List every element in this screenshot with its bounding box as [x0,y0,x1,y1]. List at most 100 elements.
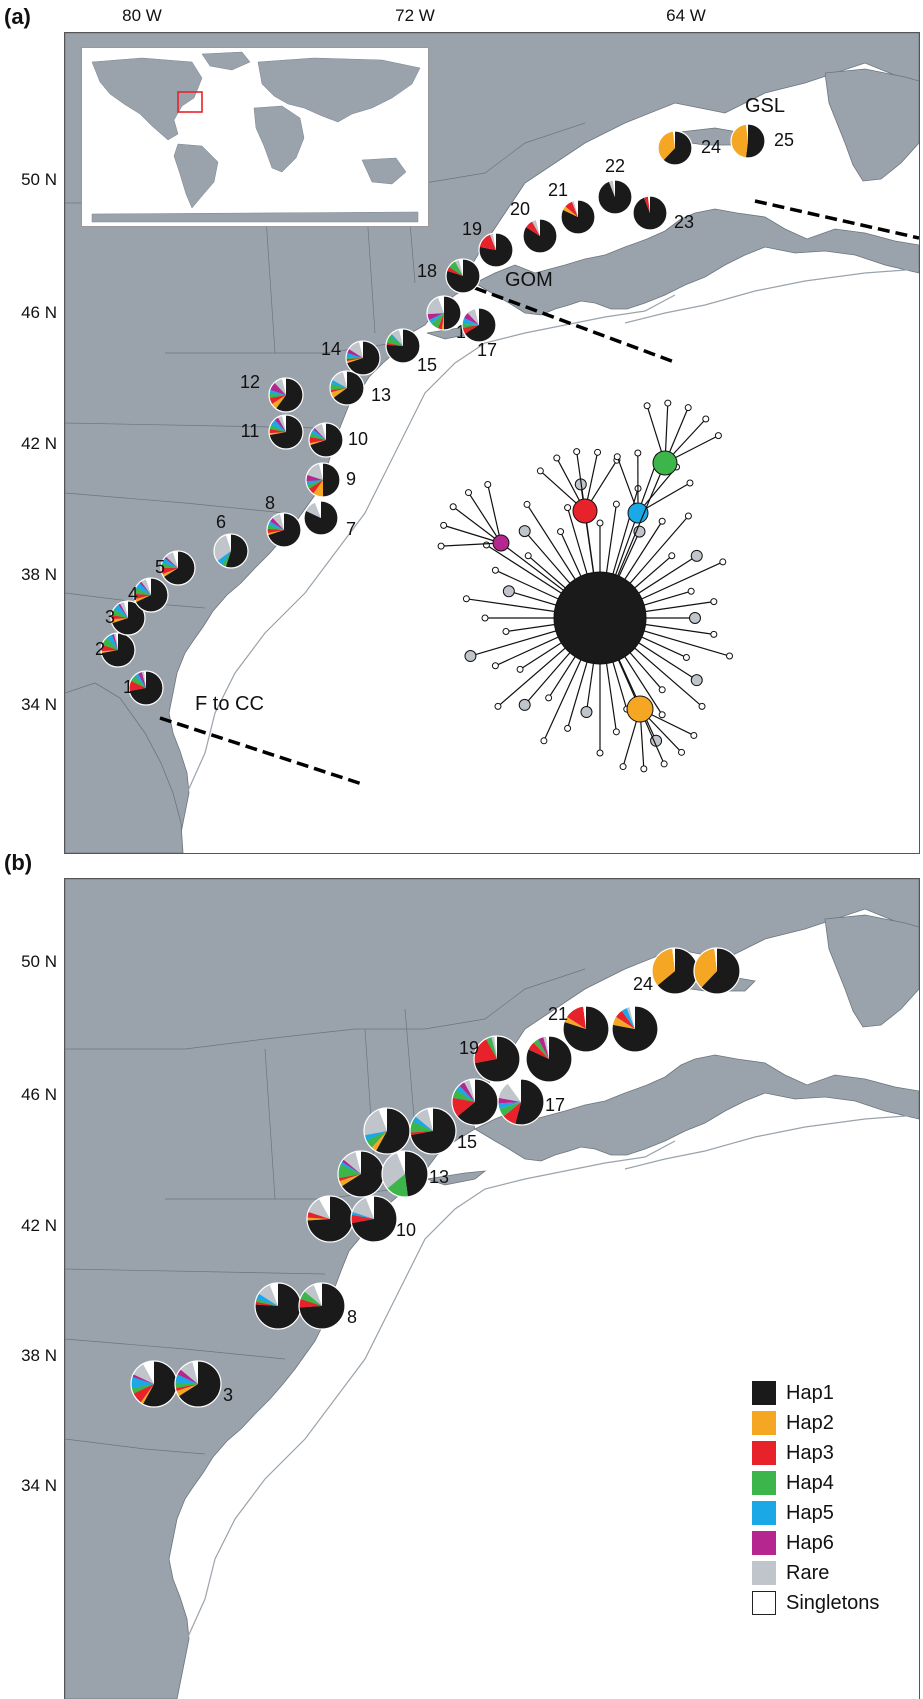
site-label: 9 [346,469,356,489]
network-node [669,553,675,559]
site-label: 5 [155,557,165,577]
network-node [691,732,697,738]
lat-label-a-42n: 42 N [2,434,57,454]
network-node [492,663,498,669]
lat-label-a-38n: 38 N [2,565,57,585]
site-label: 15 [417,355,437,375]
network-node [546,695,552,701]
site-label: 13 [371,385,391,405]
legend-swatch [752,1411,776,1435]
legend-swatch [752,1471,776,1495]
network-node [482,615,488,621]
network-node [679,749,685,755]
network-node [597,520,603,526]
site-label: 13 [429,1167,449,1187]
world-inset [81,47,429,227]
network-node [441,522,447,528]
legend-label: Hap6 [786,1532,834,1555]
legend-label: Hap2 [786,1412,834,1435]
network-node [519,699,530,710]
network-node [653,451,677,475]
site-pie: 15 [386,329,437,375]
site-pie: 22 [598,156,632,214]
site-pie: 21 [548,180,595,234]
network-node [541,738,547,744]
site-label: 18 [417,261,437,281]
network-node [613,729,619,735]
legend-item-hap3: Hap3 [752,1438,879,1468]
network-edge [441,543,501,546]
site-label: 21 [548,1004,568,1024]
site-pie: 10 [309,423,368,457]
legend-swatch [752,1381,776,1405]
network-node [703,416,709,422]
lon-label-64w: 64 W [666,6,706,26]
site-pie: 17 [462,308,497,360]
site-label: 25 [774,130,794,150]
lat-label-b-38n: 38 N [2,1346,57,1366]
lat-label-b-46n: 46 N [2,1085,57,1105]
lon-label-72w: 72 W [395,6,435,26]
legend-item-rare: Rare [752,1558,879,1588]
network-node [565,505,571,511]
pie-slice-hap2 [731,124,748,158]
panel-a-map: 1234567891011121314151617181920212223242… [64,32,920,854]
network-node [614,454,620,460]
network-node [644,403,650,409]
legend-item-hap6: Hap6 [752,1528,879,1558]
legend-swatch [752,1531,776,1555]
site-label: 19 [462,219,482,239]
site-label: 11 [241,421,260,441]
lat-label-a-46n: 46 N [2,303,57,323]
network-node [628,503,648,523]
site-pie [526,1036,572,1082]
legend-label: Hap1 [786,1382,834,1405]
site-label: 20 [510,199,530,219]
site-label: 8 [347,1307,357,1327]
network-node [685,405,691,411]
pie-slice-hap1 [323,463,340,497]
site-label: 10 [396,1220,416,1240]
site-label: 14 [321,339,341,359]
network-node [493,535,509,551]
network-node [503,629,509,635]
network-node [687,480,693,486]
site-label: 21 [548,180,568,200]
legend-label: Hap3 [786,1442,834,1465]
network-node [597,750,603,756]
network-node [690,613,701,624]
network-node [711,599,717,605]
site-pie [255,1283,301,1329]
network-node [483,542,489,548]
legend-swatch [752,1441,776,1465]
site-pie: 9 [306,463,356,497]
network-node [711,631,717,637]
pie-slice-hap1 [746,124,765,158]
site-label: 24 [633,974,653,994]
site-pie [694,948,740,994]
network-node [720,559,726,565]
network-node [495,703,501,709]
legend-label: Hap5 [786,1502,834,1525]
site-label: 12 [240,372,260,392]
site-pie: 23 [633,196,694,232]
site-label: 3 [105,607,115,627]
network-node [665,400,671,406]
haplotype-network [438,400,732,772]
site-pie [364,1108,410,1154]
site-pie [307,1196,353,1242]
legend-label: Hap4 [786,1472,834,1495]
site-label: 4 [128,584,138,604]
network-node [691,550,702,561]
site-label: 3 [223,1385,233,1405]
network-node [627,696,653,722]
network-node [573,499,597,523]
network-node [463,596,469,602]
network-node [565,725,571,731]
site-label: 1 [123,677,133,697]
site-label: 6 [216,512,226,532]
legend-label: Rare [786,1562,829,1585]
network-node [492,567,498,573]
lat-label-b-34n: 34 N [2,1476,57,1496]
network-node [620,764,626,770]
